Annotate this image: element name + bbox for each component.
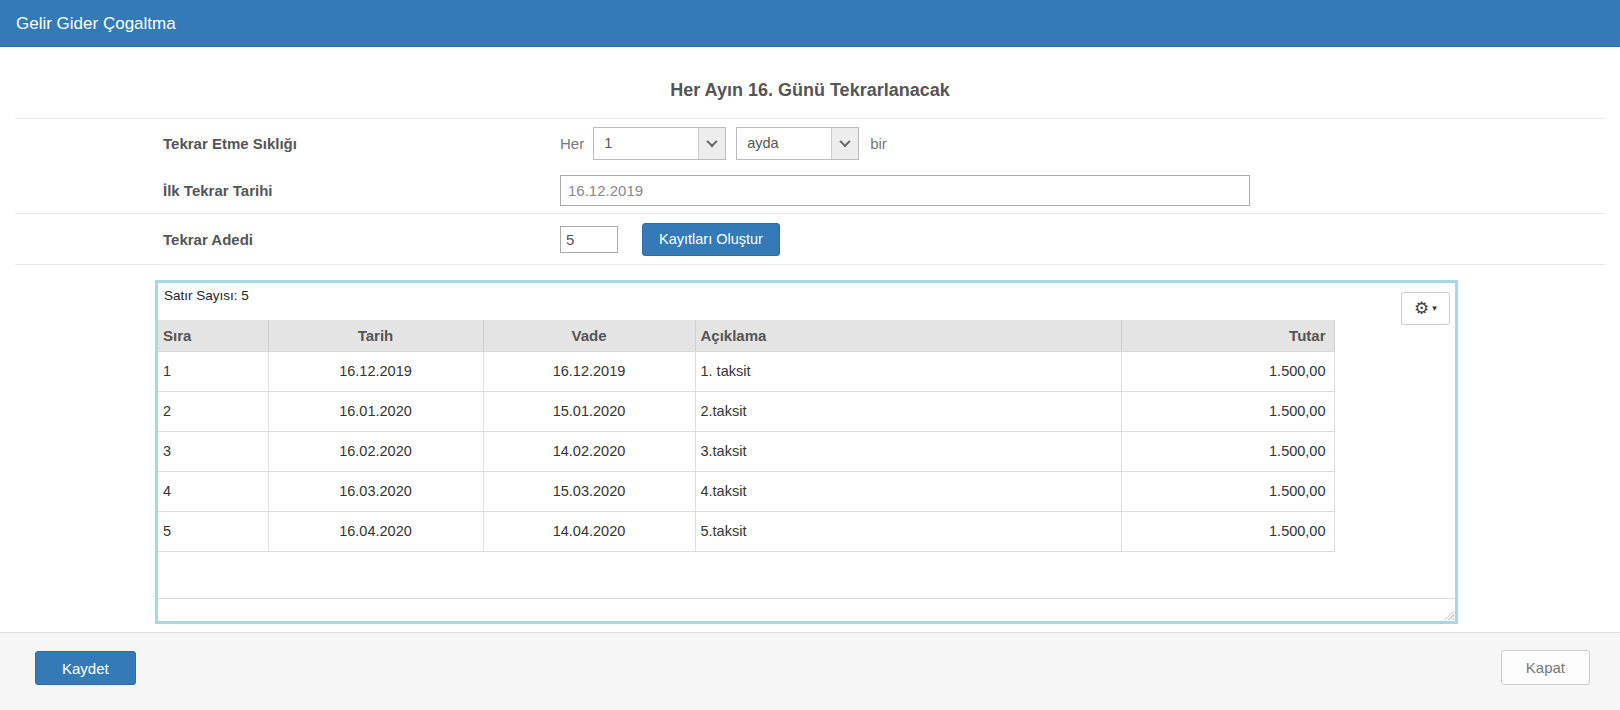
form-row-first-date: İlk Tekrar Tarihi — [0, 167, 1620, 213]
table-row[interactable]: 116.12.201916.12.20191. taksit1.500,00 — [158, 351, 1334, 391]
table-row[interactable]: 316.02.202014.02.20203.taksit1.500,00 — [158, 431, 1334, 471]
table-cell: 1. taksit — [695, 351, 1121, 391]
table-cell: 16.12.2019 — [483, 351, 695, 391]
grid-toolbar: Satır Sayısı: 5 — [158, 283, 1455, 320]
window-title: Gelir Gider Çogaltma — [16, 14, 176, 33]
interval-select-value: 1 — [594, 128, 698, 159]
gear-icon: ⚙ — [1414, 300, 1429, 317]
grid-body: 116.12.201916.12.20191. taksit1.500,0021… — [158, 351, 1334, 551]
table-cell: 2.taksit — [695, 391, 1121, 431]
table-cell: 2 — [158, 391, 268, 431]
table-cell: 1.500,00 — [1121, 511, 1334, 551]
unit-select[interactable]: ayda — [736, 127, 859, 160]
frequency-controls: Her 1 ayda bir — [560, 127, 887, 160]
table-cell: 16.02.2020 — [268, 431, 483, 471]
table-cell: 5 — [158, 511, 268, 551]
table-cell: 4.taksit — [695, 471, 1121, 511]
table-cell: 5.taksit — [695, 511, 1121, 551]
main-content: Her Ayın 16. Günü Tekrarlanacak Tekrar E… — [0, 47, 1620, 624]
caret-down-icon: ▾ — [1432, 304, 1437, 313]
frequency-suffix-text: bir — [870, 135, 887, 152]
grid-settings-button[interactable]: ⚙ ▾ — [1401, 292, 1450, 325]
first-date-label: İlk Tekrar Tarihi — [163, 182, 560, 199]
form-row-repeat-count: Tekrar Adedi Kayıtları Oluştur — [0, 214, 1620, 264]
table-cell: 14.02.2020 — [483, 431, 695, 471]
interval-select[interactable]: 1 — [593, 127, 726, 160]
records-grid-container: Satır Sayısı: 5 ⚙ ▾ SıraTarihVadeAçıklam… — [155, 280, 1458, 624]
records-table: SıraTarihVadeAçıklamaTutar 116.12.201916… — [158, 320, 1335, 552]
table-cell: 15.01.2020 — [483, 391, 695, 431]
separator — [15, 264, 1605, 265]
grid-header-row: SıraTarihVadeAçıklamaTutar — [158, 320, 1334, 351]
repeat-count-label: Tekrar Adedi — [163, 231, 560, 248]
table-cell: 3.taksit — [695, 431, 1121, 471]
resize-grip-icon[interactable] — [1443, 609, 1454, 620]
repeat-count-input[interactable] — [560, 226, 618, 253]
footer-bar: Kaydet Kapat — [0, 632, 1620, 710]
grid-statusbar-divider — [158, 598, 1455, 599]
unit-select-value: ayda — [737, 128, 831, 159]
table-cell: 1.500,00 — [1121, 471, 1334, 511]
table-cell: 16.03.2020 — [268, 471, 483, 511]
table-cell: 16.04.2020 — [268, 511, 483, 551]
save-button[interactable]: Kaydet — [35, 651, 136, 685]
table-row[interactable]: 416.03.202015.03.20204.taksit1.500,00 — [158, 471, 1334, 511]
table-cell: 16.12.2019 — [268, 351, 483, 391]
table-cell: 4 — [158, 471, 268, 511]
page-title: Her Ayın 16. Günü Tekrarlanacak — [0, 47, 1620, 102]
table-cell: 1 — [158, 351, 268, 391]
window-title-bar: Gelir Gider Çogaltma — [0, 0, 1620, 47]
table-cell: 16.01.2020 — [268, 391, 483, 431]
first-date-input[interactable] — [560, 175, 1250, 206]
close-button[interactable]: Kapat — [1501, 650, 1590, 685]
row-count-label: Satır Sayısı: 5 — [164, 288, 249, 303]
table-cell: 1.500,00 — [1121, 431, 1334, 471]
column-header-1[interactable]: Tarih — [268, 320, 483, 351]
column-header-2[interactable]: Vade — [483, 320, 695, 351]
table-cell: 15.03.2020 — [483, 471, 695, 511]
table-cell: 14.04.2020 — [483, 511, 695, 551]
frequency-prefix-text: Her — [560, 135, 584, 152]
table-cell: 1.500,00 — [1121, 351, 1334, 391]
column-header-4[interactable]: Tutar — [1121, 320, 1334, 351]
form-row-frequency: Tekrar Etme Sıklığı Her 1 ayda bir — [0, 119, 1620, 167]
column-header-0[interactable]: Sıra — [158, 320, 268, 351]
table-cell: 1.500,00 — [1121, 391, 1334, 431]
frequency-label: Tekrar Etme Sıklığı — [163, 135, 560, 152]
chevron-down-icon[interactable] — [698, 128, 725, 159]
column-header-3[interactable]: Açıklama — [695, 320, 1121, 351]
chevron-down-icon[interactable] — [831, 128, 858, 159]
table-cell: 3 — [158, 431, 268, 471]
table-row[interactable]: 216.01.202015.01.20202.taksit1.500,00 — [158, 391, 1334, 431]
generate-records-button[interactable]: Kayıtları Oluştur — [642, 223, 780, 256]
table-row[interactable]: 516.04.202014.04.20205.taksit1.500,00 — [158, 511, 1334, 551]
